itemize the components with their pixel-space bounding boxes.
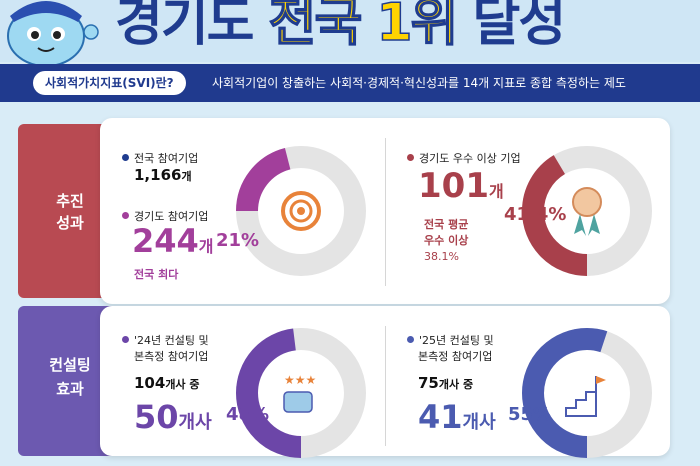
excellent-companies-value: 101개 — [418, 166, 504, 206]
consulting-25-value: 41개사 — [418, 398, 496, 436]
national-avg-value: 38.1% — [424, 250, 459, 263]
svi-description: 사회적기업이 창출하는 사회적·경제적·혁신성과를 14개 지표로 종합 측정하… — [212, 76, 626, 90]
mascot-icon — [7, 1, 99, 64]
svi-badge: 사회적가치지표(SVI)란? — [33, 71, 186, 95]
consulting-25-total: 75개사 중 — [418, 374, 474, 392]
consulting-24-label-2: 본측정 참여기업 — [134, 350, 209, 363]
percent-label-24: 48% — [226, 404, 270, 425]
percent-label-excellent: 41.4% — [504, 204, 567, 225]
percent-label-25: 55% — [508, 404, 552, 425]
percent-label-gyeonggi: 21% — [216, 230, 260, 251]
donut-chart-excellent-share — [522, 146, 652, 276]
consulting-24-total: 104개사 중 — [134, 374, 200, 392]
header-band — [0, 0, 700, 62]
gyeonggi-participants-value: 244개 — [132, 222, 214, 260]
thumbs-up-stars-icon: ★★★ — [283, 373, 316, 413]
stairs-flag-icon — [565, 376, 606, 417]
excellent-companies-label: 경기도 우수 이상 기업 — [407, 150, 521, 166]
target-icon — [281, 191, 321, 231]
donut-chart-gyeonggi-share — [236, 146, 366, 276]
gyeonggi-note: 전국 최다 — [134, 268, 179, 281]
consulting-24-value: 50개사 — [134, 398, 212, 436]
consulting-25-label: '25년 컨설팅 및 — [407, 332, 494, 348]
panel-consulting: '24년 컨설팅 및 본측정 참여기업 104개사 중 50개사 ★★★ 48%… — [100, 306, 670, 458]
national-avg-line2: 우수 이상 — [424, 234, 469, 247]
svg-text:★★★: ★★★ — [284, 373, 316, 387]
donut-arc-gyeonggi — [236, 146, 366, 276]
consulting-25-label-2: 본측정 참여기업 — [418, 350, 493, 363]
medal-icon — [572, 187, 602, 217]
donut-arc-excellent — [522, 146, 652, 276]
page-title: 경기도 전국 1위 달성 — [115, 0, 566, 54]
national-participants-value: 1,166개 — [134, 166, 192, 184]
donut-chart-25 — [522, 328, 652, 458]
gyeonggi-participants-label: 경기도 참여기업 — [122, 208, 208, 224]
consulting-24-label: '24년 컨설팅 및 — [122, 332, 209, 348]
panel-promotion: 전국 참여기업 1,166개 경기도 참여기업 244개 전국 최다 21% 경… — [100, 118, 670, 304]
national-participants-label: 전국 참여기업 — [122, 150, 198, 166]
donut-chart-24: ★★★ — [236, 328, 366, 458]
national-avg-line1: 전국 평균 — [424, 218, 469, 231]
